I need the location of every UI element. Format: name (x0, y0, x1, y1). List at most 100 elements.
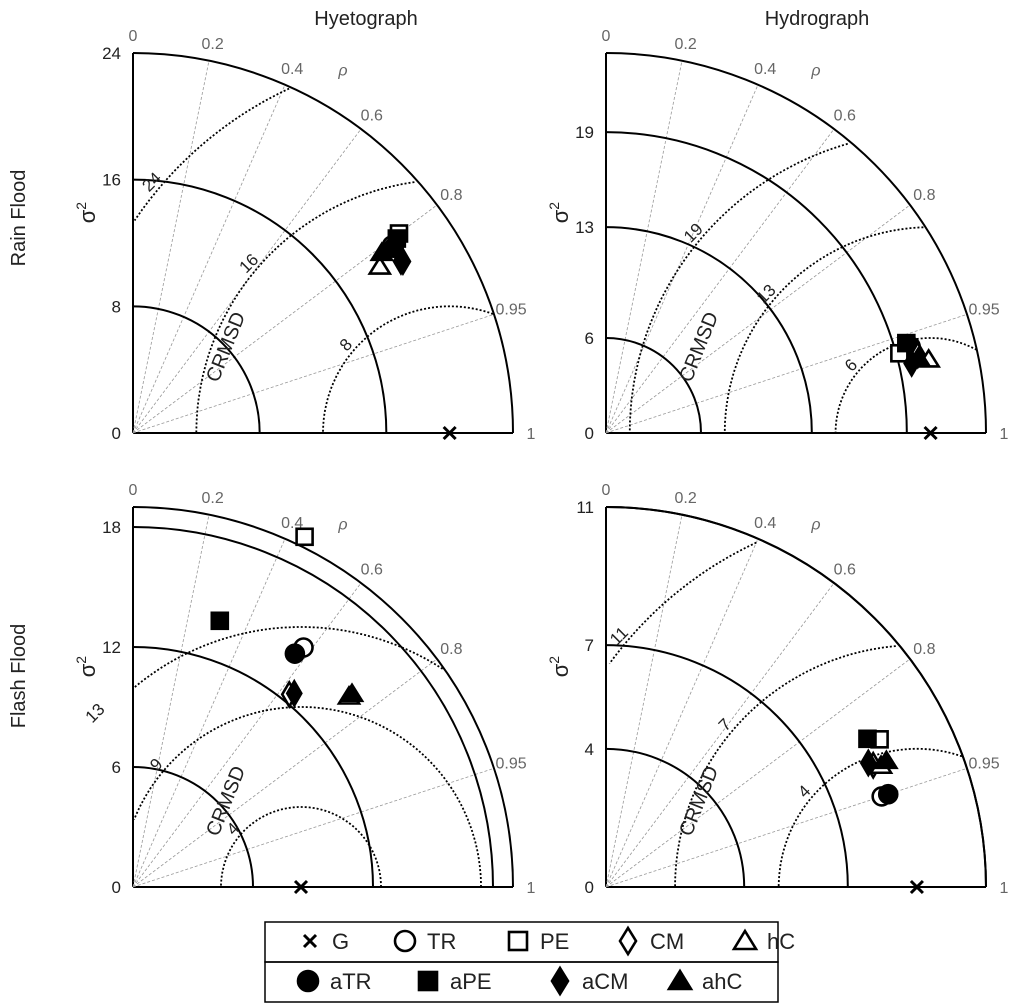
std-axis-symbol: σ (548, 209, 573, 223)
legend-marker-TR (393, 929, 417, 953)
data-point-aTR (877, 783, 899, 805)
data-point-aPE (387, 229, 407, 248)
crmsd-contour (834, 337, 978, 433)
crmsd-contour (133, 706, 482, 887)
corr-line (605, 658, 911, 888)
legend-label-TR: TR (427, 929, 456, 954)
std-tick-label: 18 (102, 518, 121, 537)
corr-axis-label: ρ (337, 516, 347, 533)
legend-label-PE: PE (540, 929, 569, 954)
corr-line (132, 658, 438, 888)
data-point-aPE (897, 333, 916, 353)
corr-tick-label: 0.95 (969, 756, 1000, 773)
std-tick-label: 12 (102, 638, 121, 657)
reference-point (909, 879, 924, 895)
corr-tick-label: 0 (602, 482, 611, 499)
std-axis-label: σ2 (546, 202, 573, 224)
corr-tick-label: 0.8 (913, 187, 935, 204)
std-tick-label: 16 (102, 171, 121, 190)
std-arc (132, 526, 494, 888)
std-arc (132, 305, 261, 434)
crmsd-contour-label: 16 (235, 250, 262, 277)
data-point-ahC (339, 682, 365, 703)
crmsd-contour-label: 8 (336, 335, 356, 355)
corr-tick-label: 0.6 (834, 562, 856, 579)
legend-marker-G (302, 933, 318, 949)
crmsd-contour-label: 24 (138, 169, 165, 196)
std-arc (605, 747, 746, 888)
corr-line (605, 538, 759, 888)
legend-label-aPE: aPE (450, 969, 492, 994)
corr-line (132, 767, 495, 888)
corr-tick-label: 0.6 (834, 108, 856, 125)
legend-label-CM: CM (650, 929, 684, 954)
crmsd-axis-label: CRMSD (675, 309, 723, 385)
std-axis-symbol: σ (548, 663, 573, 677)
std-tick-label: 0 (585, 424, 594, 443)
corr-tick-label: 0.8 (440, 187, 462, 204)
legend-marker-CM (618, 925, 638, 957)
reference-point (442, 425, 457, 441)
row-title-flash-flood: Flash Flood (8, 624, 30, 729)
std-tick-label: 4 (585, 740, 594, 759)
reference-point-stroke-b (909, 879, 924, 895)
data-point-aPE (210, 611, 230, 631)
data-point-aCM (859, 748, 877, 778)
corr-tick-label: 0.2 (201, 490, 223, 507)
outer-arc (132, 506, 514, 888)
corr-line (605, 84, 759, 434)
crmsd-contour (322, 305, 494, 433)
crmsd-contour-label: 13 (82, 700, 109, 727)
std-arc (132, 178, 388, 434)
taylor-panel-rain-hyetograph: 0 0.2 0.4 0.6 0.8 0.95 1 ρ 0 8 16 24 σ2 8 16 24 CRMSD (73, 28, 536, 443)
corr-line (605, 128, 835, 434)
corr-tick-label: 0.95 (969, 302, 1000, 319)
column-title-hydrograph: Hydrograph (765, 8, 870, 30)
std-tick-label: 6 (112, 758, 121, 777)
crmsd-contour (628, 142, 848, 433)
data-point-PE (295, 527, 314, 547)
data-point-ahC (906, 346, 931, 366)
crmsd-contour (195, 181, 415, 434)
std-arc (605, 226, 813, 434)
std-axis-symbol: σ (75, 663, 100, 677)
corr-tick-label: 0.6 (361, 562, 383, 579)
reference-point-stroke-b (442, 425, 457, 441)
data-point-aPE (858, 729, 877, 749)
outer-arc (132, 52, 514, 434)
corr-tick-label: 0.2 (201, 36, 223, 53)
crmsd-contour-label: 6 (841, 355, 861, 375)
crmsd-axis-label: CRMSD (675, 763, 723, 839)
legend-marker-aCM (550, 965, 570, 997)
corr-line (605, 767, 968, 888)
legend-marker-G-stroke-b (302, 933, 318, 949)
std-axis-label: σ2 (73, 656, 100, 678)
corr-tick-label: 0.6 (361, 108, 383, 125)
crmsd-contour (133, 87, 290, 222)
legend-box-row2 (264, 961, 779, 1003)
std-tick-label: 7 (585, 636, 594, 655)
std-axis-symbol: σ (75, 209, 100, 223)
std-tick-label: 0 (112, 878, 121, 897)
corr-tick-label: 1 (1000, 880, 1009, 897)
corr-tick-label: 0 (602, 28, 611, 45)
corr-axis-label: ρ (810, 516, 820, 533)
corr-tick-label: 1 (1000, 426, 1009, 443)
corr-tick-label: 1 (527, 426, 536, 443)
std-arc (605, 506, 987, 888)
std-arc (605, 131, 908, 434)
legend: G TR PE CM hC aTR aPE aCM ahC (264, 921, 795, 1003)
corr-tick-label: 0.95 (496, 756, 527, 773)
legend-label-G: G (332, 929, 349, 954)
crmsd-axis-label: CRMSD (202, 309, 250, 385)
corr-tick-label: 0.4 (754, 515, 776, 532)
corr-line (132, 313, 495, 434)
corr-tick-label: 0.8 (913, 641, 935, 658)
std-tick-label: 19 (575, 123, 594, 142)
corr-line (132, 582, 362, 888)
std-axis-superscript: 2 (546, 202, 562, 210)
corr-line (132, 84, 286, 434)
reference-point (923, 425, 938, 441)
